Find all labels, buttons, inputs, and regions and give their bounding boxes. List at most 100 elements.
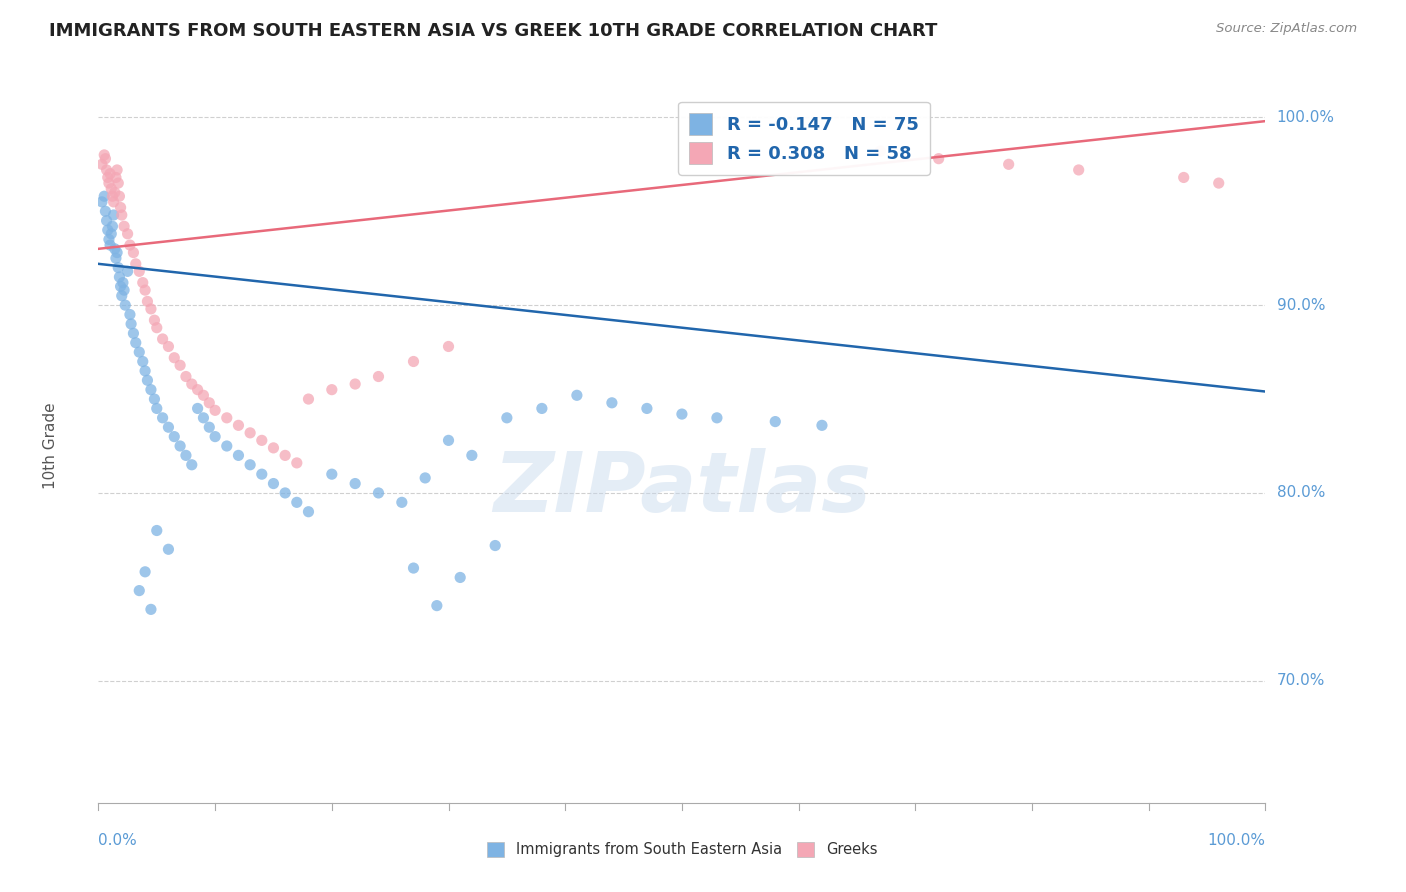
Point [274, 486, 297, 500]
Point [139, 301, 162, 316]
Text: IMMIGRANTS FROM SOUTH EASTERN ASIA VS GREEK 10TH GRADE CORRELATION CHART: IMMIGRANTS FROM SOUTH EASTERN ASIA VS GR… [49, 22, 938, 40]
Point [125, 257, 148, 271]
Point [104, 242, 127, 256]
Point [128, 345, 150, 359]
Point [103, 194, 125, 209]
Point [671, 407, 693, 421]
Point [96, 163, 118, 178]
Point [169, 358, 191, 372]
Point [139, 602, 162, 616]
Point [97, 223, 120, 237]
Point [262, 441, 284, 455]
Point [198, 396, 221, 410]
Point [110, 279, 132, 293]
Point [157, 542, 180, 557]
Point [112, 283, 135, 297]
Point [132, 276, 155, 290]
Point [122, 245, 145, 260]
Point [706, 410, 728, 425]
Point [108, 189, 131, 203]
Text: 80.0%: 80.0% [1277, 485, 1324, 500]
Point [367, 369, 389, 384]
Point [120, 317, 142, 331]
Point [128, 583, 150, 598]
Point [274, 449, 297, 463]
Point [461, 449, 484, 463]
Point [108, 270, 131, 285]
Point [187, 401, 209, 416]
Point [136, 373, 159, 387]
Point [100, 227, 122, 241]
Point [321, 467, 343, 482]
Point [107, 260, 129, 275]
Point [114, 298, 136, 312]
Point [105, 163, 128, 178]
Point [143, 392, 166, 406]
Point [1173, 170, 1195, 185]
Point [98, 167, 121, 181]
Point [128, 264, 150, 278]
Point [163, 351, 186, 365]
Point [90, 194, 112, 209]
Point [157, 339, 180, 353]
Point [367, 486, 389, 500]
Point [134, 283, 156, 297]
Point [169, 439, 191, 453]
Point [250, 467, 273, 482]
Point [97, 232, 120, 246]
Point [600, 396, 623, 410]
Point [297, 505, 319, 519]
Point [94, 152, 117, 166]
Point [111, 276, 134, 290]
Point [104, 170, 127, 185]
Point [228, 449, 250, 463]
Point [163, 429, 186, 443]
Text: 100.0%: 100.0% [1208, 833, 1265, 848]
Point [118, 308, 141, 322]
Point [110, 201, 132, 215]
Point [146, 401, 169, 416]
Point [104, 251, 127, 265]
Point [449, 570, 471, 584]
Point [105, 245, 128, 260]
Point [198, 420, 221, 434]
Point [101, 219, 124, 234]
Point [193, 410, 215, 425]
Point [157, 420, 180, 434]
Point [285, 456, 308, 470]
Point [285, 495, 308, 509]
Point [132, 354, 155, 368]
Point [143, 313, 166, 327]
Point [93, 148, 115, 162]
Text: 70.0%: 70.0% [1277, 673, 1324, 689]
Point [565, 388, 588, 402]
Point [97, 170, 120, 185]
Point [530, 401, 553, 416]
Point [321, 383, 343, 397]
Point [174, 369, 197, 384]
Text: 90.0%: 90.0% [1277, 298, 1324, 313]
Point [101, 189, 124, 203]
Point [125, 335, 148, 350]
Point [413, 471, 436, 485]
Point [869, 144, 891, 158]
Point [100, 182, 122, 196]
Point [180, 458, 202, 472]
Point [90, 157, 112, 171]
Point [94, 204, 117, 219]
Point [215, 439, 238, 453]
Point [811, 418, 834, 433]
Point [117, 227, 139, 241]
Text: 0.0%: 0.0% [98, 833, 138, 848]
Point [111, 289, 134, 303]
Point [117, 264, 139, 278]
Text: ZIPatlas: ZIPatlas [494, 449, 870, 529]
Point [763, 415, 786, 429]
Point [103, 208, 125, 222]
Point [250, 434, 273, 448]
Point [215, 410, 238, 425]
Point [997, 157, 1019, 171]
Point [97, 176, 120, 190]
Point [1067, 163, 1090, 178]
Point [391, 495, 413, 509]
